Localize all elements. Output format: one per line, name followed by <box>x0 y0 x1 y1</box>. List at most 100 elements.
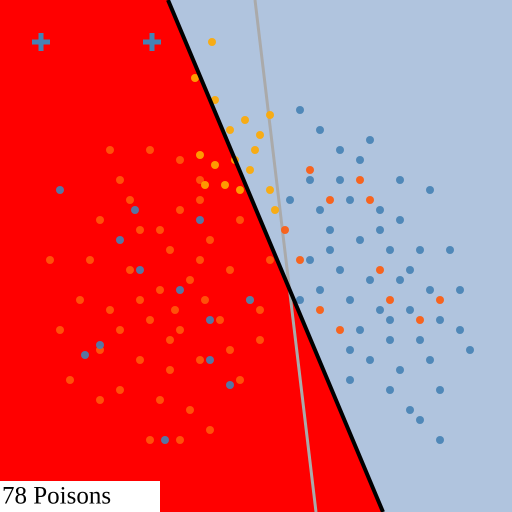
point <box>326 196 334 204</box>
point <box>456 326 464 334</box>
point <box>196 256 204 264</box>
point <box>236 186 244 194</box>
point <box>386 246 394 254</box>
point <box>131 206 139 214</box>
point <box>336 326 344 334</box>
point <box>406 406 414 414</box>
point <box>176 436 184 444</box>
point <box>356 156 364 164</box>
point <box>326 226 334 234</box>
point <box>376 306 384 314</box>
point <box>376 206 384 214</box>
point <box>66 376 74 384</box>
point <box>206 426 214 434</box>
point <box>136 356 144 364</box>
point <box>106 306 114 314</box>
point <box>366 276 374 284</box>
point <box>236 376 244 384</box>
point <box>386 316 394 324</box>
point <box>56 186 64 194</box>
point <box>386 336 394 344</box>
point <box>316 126 324 134</box>
point <box>426 286 434 294</box>
point <box>356 176 364 184</box>
point <box>416 336 424 344</box>
point <box>206 356 214 364</box>
point <box>106 146 114 154</box>
point <box>266 111 274 119</box>
point <box>126 196 134 204</box>
point <box>166 366 174 374</box>
point <box>226 126 234 134</box>
point <box>176 156 184 164</box>
point <box>436 296 444 304</box>
point <box>186 406 194 414</box>
point <box>296 106 304 114</box>
point <box>201 181 209 189</box>
point <box>296 296 304 304</box>
point <box>81 351 89 359</box>
point <box>436 316 444 324</box>
point <box>116 236 124 244</box>
point <box>208 38 216 46</box>
point <box>116 386 124 394</box>
point <box>356 326 364 334</box>
point <box>176 286 184 294</box>
point <box>256 131 264 139</box>
point <box>226 381 234 389</box>
point <box>316 286 324 294</box>
point <box>156 286 164 294</box>
point <box>116 176 124 184</box>
point <box>201 296 209 304</box>
point <box>206 236 214 244</box>
point <box>346 196 354 204</box>
point <box>336 146 344 154</box>
reference-line <box>253 0 318 512</box>
point <box>336 266 344 274</box>
point <box>266 186 274 194</box>
point <box>416 246 424 254</box>
point <box>146 146 154 154</box>
left-region <box>0 0 383 512</box>
point <box>316 306 324 314</box>
point <box>161 436 169 444</box>
point <box>86 256 94 264</box>
point <box>241 116 249 124</box>
point <box>196 216 204 224</box>
point <box>136 296 144 304</box>
point <box>456 286 464 294</box>
point <box>306 256 314 264</box>
point <box>166 336 174 344</box>
point <box>136 226 144 234</box>
point <box>236 216 244 224</box>
point <box>346 346 354 354</box>
point <box>156 396 164 404</box>
point <box>196 176 204 184</box>
decision-boundary <box>166 0 385 512</box>
point <box>436 386 444 394</box>
point <box>211 161 219 169</box>
point <box>76 296 84 304</box>
point <box>196 196 204 204</box>
point <box>306 166 314 174</box>
point <box>396 176 404 184</box>
point <box>156 226 164 234</box>
point <box>266 256 274 264</box>
point <box>136 266 144 274</box>
point <box>426 186 434 194</box>
point <box>466 346 474 354</box>
point <box>446 246 454 254</box>
point <box>226 346 234 354</box>
point <box>116 326 124 334</box>
point <box>96 396 104 404</box>
point <box>271 206 279 214</box>
point <box>146 316 154 324</box>
point <box>126 266 134 274</box>
point <box>251 146 259 154</box>
point <box>246 296 254 304</box>
point <box>396 366 404 374</box>
point <box>386 296 394 304</box>
point <box>256 306 264 314</box>
point <box>366 356 374 364</box>
